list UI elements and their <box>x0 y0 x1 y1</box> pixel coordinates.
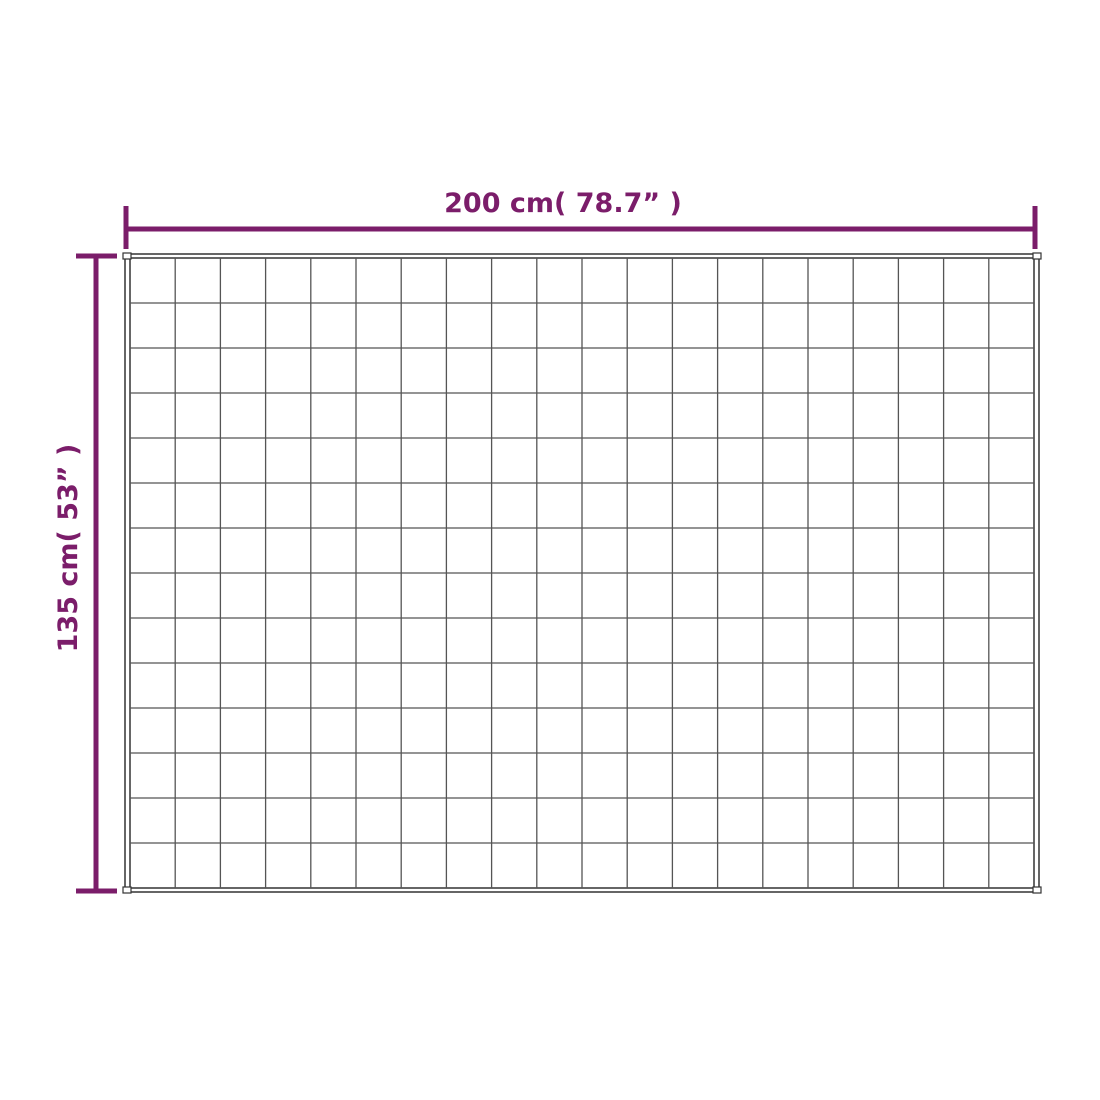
quilt-stitch-grid <box>130 258 1034 888</box>
width-label: 200 cm( 78.7” ) <box>444 188 682 219</box>
corner-tab-bottom-left <box>122 886 132 894</box>
corner-tab-top-left <box>122 252 132 260</box>
height-dimension-line: 135 cm( 53” ) <box>53 253 117 894</box>
height-label: 135 cm( 53” ) <box>53 444 84 653</box>
corner-tab-bottom-right <box>1032 886 1042 894</box>
width-dimension-line: 200 cm( 78.7” ) <box>123 188 1038 249</box>
weighted-blanket <box>122 252 1042 894</box>
blanket-outer-border <box>124 253 1040 893</box>
corner-tab-top-right <box>1032 252 1042 260</box>
